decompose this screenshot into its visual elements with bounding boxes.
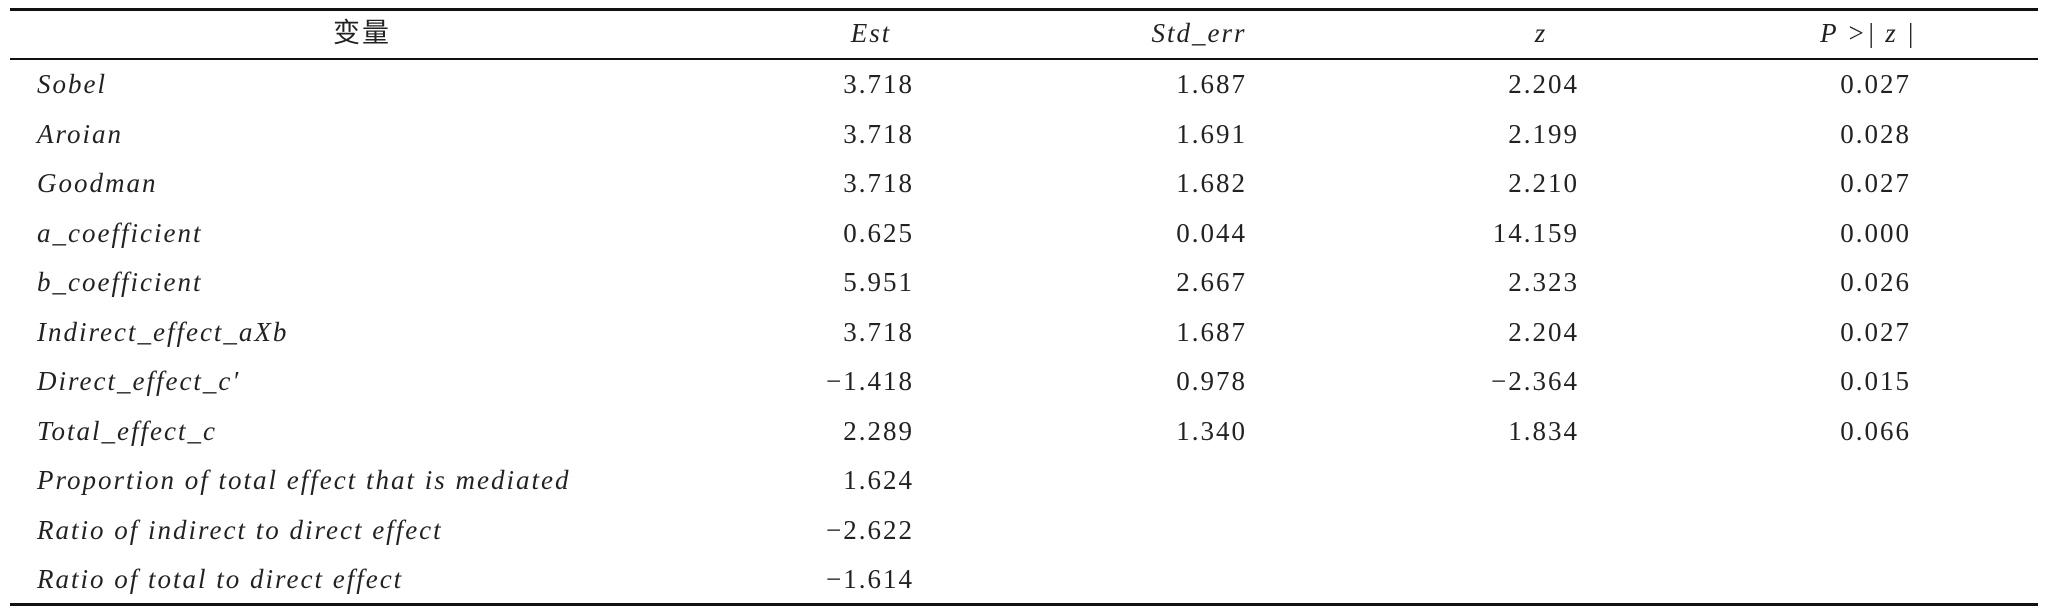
value-cell: 2.204 <box>1508 316 1579 347</box>
row-label: b_coefficient <box>37 267 203 297</box>
header-cell: 变量 <box>333 18 391 48</box>
value-cell: 0.066 <box>1840 415 1911 446</box>
value-cell: −2.364 <box>1491 366 1579 396</box>
value-cell: 3.718 <box>843 316 914 347</box>
value-cell: 3.718 <box>843 118 914 149</box>
value-cell: 0.028 <box>1840 118 1911 149</box>
row-label: Aroian <box>37 118 123 149</box>
value-cell: 0.978 <box>1176 366 1247 396</box>
value-cell: 0.000 <box>1840 217 1911 248</box>
value-cell: 1.691 <box>1176 118 1247 149</box>
value-cell: 0.027 <box>1840 69 1911 99</box>
value-cell: 0.027 <box>1840 316 1911 347</box>
value-cell: 0.044 <box>1176 217 1247 248</box>
bottom-rule <box>10 603 2038 606</box>
value-cell: 0.027 <box>1840 168 1911 198</box>
value-cell: 2.667 <box>1176 267 1247 297</box>
value-cell: 1.682 <box>1176 168 1247 198</box>
value-cell: 1.687 <box>1176 69 1247 99</box>
row-label: Ratio of indirect to direct effect <box>37 514 443 545</box>
header-cell: z <box>1534 18 1548 48</box>
header-cell: Est <box>850 18 892 48</box>
row-label: Direct_effect_c′ <box>37 366 241 396</box>
value-cell: 0.625 <box>843 217 914 248</box>
value-cell: 2.323 <box>1508 267 1579 297</box>
value-cell: 5.951 <box>843 267 914 297</box>
row-label: Sobel <box>37 69 107 99</box>
value-cell: 0.015 <box>1840 366 1911 396</box>
header-cell: P >| z | <box>1820 18 1916 48</box>
value-cell: 2.199 <box>1508 118 1579 149</box>
value-cell: −1.418 <box>826 366 914 396</box>
value-cell: 1.687 <box>1176 316 1247 347</box>
row-label: Goodman <box>37 168 158 198</box>
value-cell: −1.614 <box>826 564 914 594</box>
row-label: a_coefficient <box>37 217 203 248</box>
value-cell: 1.340 <box>1176 415 1247 446</box>
value-cell: 1.624 <box>843 465 914 495</box>
value-cell: −2.622 <box>826 514 914 545</box>
value-cell: 3.718 <box>843 168 914 198</box>
row-label: Total_effect_c <box>37 415 217 446</box>
row-label: Ratio of total to direct effect <box>37 564 404 594</box>
value-cell: 14.159 <box>1492 217 1579 248</box>
row-label: Indirect_effect_aXb <box>37 316 289 347</box>
header-cell: Std_err <box>1151 18 1247 48</box>
value-cell: 2.204 <box>1508 69 1579 99</box>
top-rule <box>10 8 2038 11</box>
value-cell: 3.718 <box>843 69 914 99</box>
value-cell: 0.026 <box>1840 267 1911 297</box>
row-label: Proportion of total effect that is media… <box>37 465 571 495</box>
header-rule <box>10 58 2038 60</box>
value-cell: 1.834 <box>1508 415 1579 446</box>
value-cell: 2.210 <box>1508 168 1579 198</box>
value-cell: 2.289 <box>843 415 914 446</box>
